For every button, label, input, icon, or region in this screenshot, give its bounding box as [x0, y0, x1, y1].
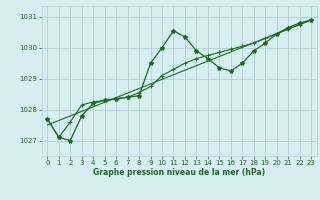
- X-axis label: Graphe pression niveau de la mer (hPa): Graphe pression niveau de la mer (hPa): [93, 168, 265, 177]
